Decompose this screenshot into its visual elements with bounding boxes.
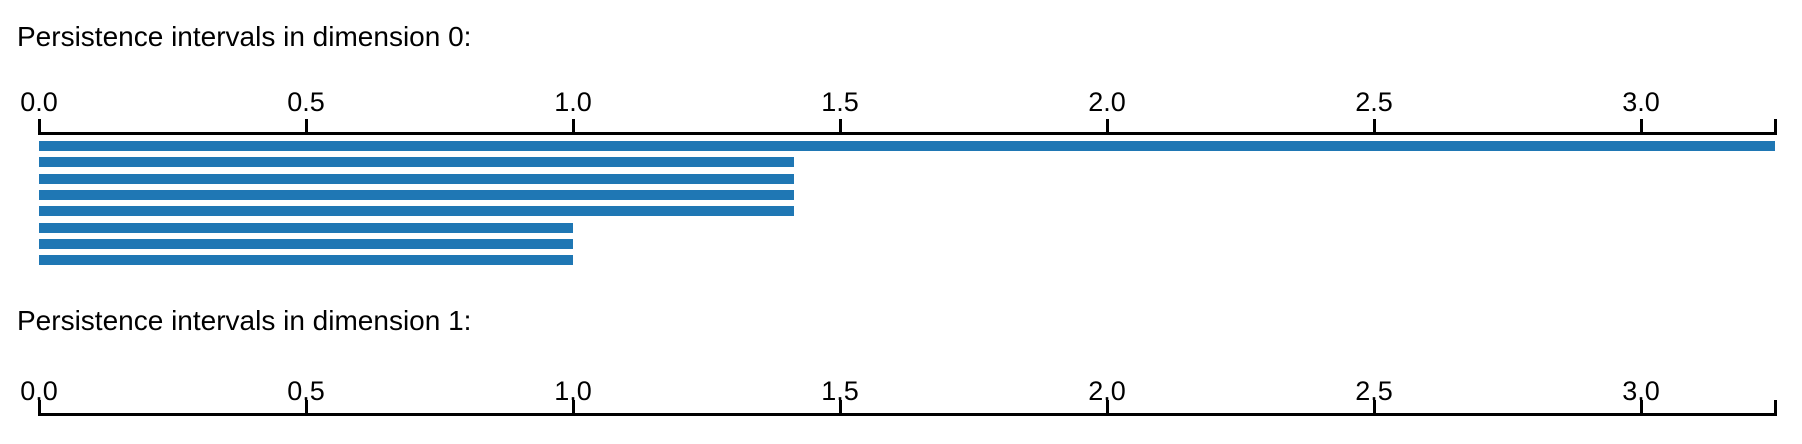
- dim0-tick-0.0: [38, 119, 41, 135]
- dim0-persistence-bar-6: [39, 239, 573, 249]
- dim1-axis-line: [38, 413, 1775, 416]
- dim0-tick-label-3.0: 3.0: [1622, 87, 1660, 117]
- dim0-tick-label-1.5: 1.5: [821, 87, 859, 117]
- dim1-tick-label-0.0: 0.0: [20, 376, 58, 406]
- dim0-tick-label-2.0: 2.0: [1088, 87, 1126, 117]
- dim1-title: Persistence intervals in dimension 1:: [17, 305, 472, 336]
- dim0-persistence-bar-3: [39, 190, 794, 200]
- dim1-tick-0.5: [305, 400, 308, 416]
- dim0-persistence-bar-0: [39, 141, 1775, 151]
- dim0-tick-3.0: [1640, 119, 1643, 135]
- dim1-tick-label-3.0: 3.0: [1622, 376, 1660, 406]
- dim0-persistence-bar-4: [39, 206, 794, 216]
- dim0-tick-label-2.5: 2.5: [1355, 87, 1393, 117]
- dim1-tick-label-0.5: 0.5: [287, 376, 325, 406]
- dim1-tick-2.5: [1373, 400, 1376, 416]
- dim1-end-tick: [1773, 400, 1777, 416]
- dim0-axis-line: [38, 132, 1775, 135]
- dim1-tick-label-1.5: 1.5: [821, 376, 859, 406]
- dim0-persistence-bar-5: [39, 223, 573, 233]
- dim1-tick-label-1.0: 1.0: [554, 376, 592, 406]
- dim0-persistence-bar-1: [39, 157, 794, 167]
- dim1-tick-label-2.5: 2.5: [1355, 376, 1393, 406]
- dim0-tick-0.5: [305, 119, 308, 135]
- dim1-tick-1.0: [572, 400, 575, 416]
- dim0-tick-label-0.0: 0.0: [20, 87, 58, 117]
- dim0-end-tick: [1773, 119, 1777, 135]
- dim1-tick-1.5: [839, 400, 842, 416]
- dim0-tick-1.0: [572, 119, 575, 135]
- dim1-tick-3.0: [1640, 400, 1643, 416]
- dim1-tick-label-2.0: 2.0: [1088, 376, 1126, 406]
- dim0-tick-2.0: [1106, 119, 1109, 135]
- dim0-persistence-bar-7: [39, 255, 573, 265]
- dim0-tick-1.5: [839, 119, 842, 135]
- dim1-tick-0.0: [38, 400, 41, 416]
- dim0-tick-2.5: [1373, 119, 1376, 135]
- dim1-tick-2.0: [1106, 400, 1109, 416]
- dim0-persistence-bar-2: [39, 174, 794, 184]
- dim0-title: Persistence intervals in dimension 0:: [17, 21, 472, 52]
- dim0-tick-label-1.0: 1.0: [554, 87, 592, 117]
- dim0-tick-label-0.5: 0.5: [287, 87, 325, 117]
